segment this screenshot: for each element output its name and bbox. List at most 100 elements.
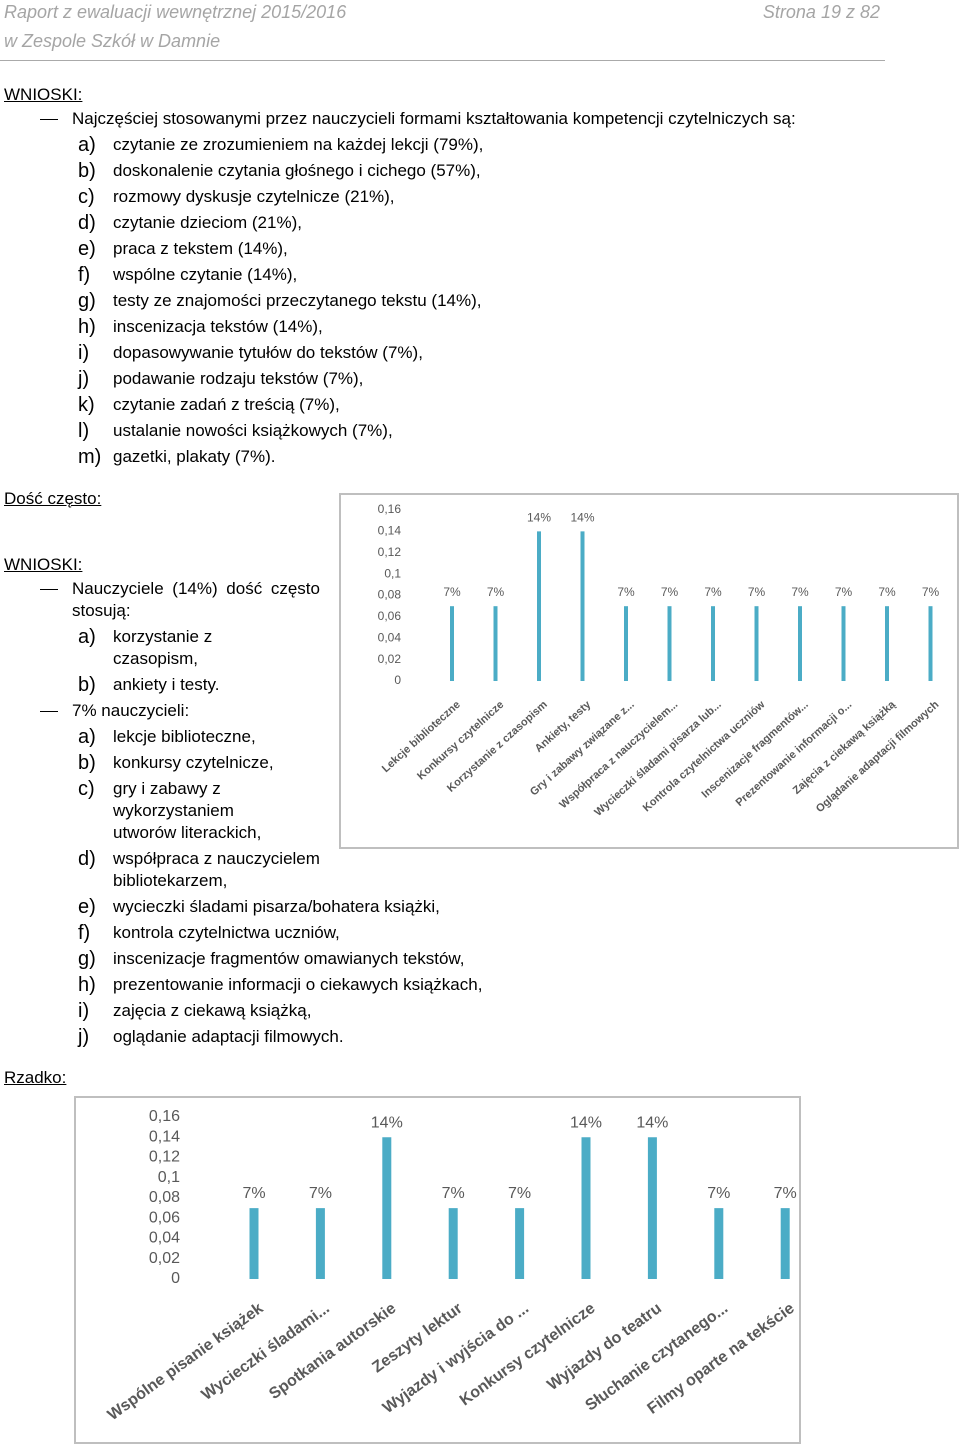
- x-tick-label: Wycieczki śladami...: [199, 1300, 333, 1404]
- y-tick-label: 0,04: [149, 1230, 180, 1247]
- list-marker: b): [78, 160, 96, 182]
- y-tick-label: 0,02: [378, 652, 402, 666]
- value-label: 7%: [707, 1185, 730, 1202]
- list-marker: g): [78, 290, 96, 312]
- list-marker: a): [78, 726, 96, 748]
- value-label: 7%: [242, 1185, 265, 1202]
- value-label: 7%: [661, 585, 679, 599]
- y-tick-label: 0,04: [378, 630, 402, 644]
- list-intro: 7% nauczycieli:: [40, 700, 472, 722]
- value-label: 7%: [835, 585, 853, 599]
- dash: [40, 711, 58, 712]
- list-item: f) kontrola czytelnictwa uczniów,: [78, 922, 960, 944]
- list-text: inscenizacje fragmentów omawianych tekst…: [113, 949, 465, 968]
- header-subtitle: w Zespole Szkół w Damnie: [4, 31, 221, 51]
- bar: [382, 1137, 392, 1279]
- list-item: m) gazetki, plakaty (7%).: [78, 446, 960, 468]
- list: Najczęściej stosowanymi przez nauczyciel…: [0, 104, 960, 468]
- value-label: 7%: [791, 585, 809, 599]
- bar: [798, 606, 802, 681]
- bar: [667, 606, 672, 681]
- list-text: rozmowy dyskusje czytelnicze (21%),: [113, 187, 395, 206]
- bar: [624, 606, 628, 681]
- bar: [928, 606, 933, 681]
- list-marker: b): [78, 674, 96, 696]
- y-tick-label: 0,14: [378, 524, 402, 538]
- value-label: 14%: [570, 510, 594, 524]
- list-item: d) czytanie dzieciom (21%),: [78, 212, 960, 234]
- dash: [40, 589, 58, 590]
- list-item: b) konkursy czytelnicze,: [78, 752, 960, 774]
- list-item: e) wycieczki śladami pisarza/bohatera ksi…: [78, 896, 960, 918]
- value-label: 7%: [487, 585, 505, 599]
- list-marker: e): [78, 238, 96, 260]
- value-label: 7%: [508, 1185, 531, 1202]
- list-marker: h): [78, 316, 96, 338]
- list-marker: d): [78, 848, 96, 870]
- list-text: czytanie ze zrozumieniem na każdej lekcj…: [113, 135, 484, 154]
- list-marker: c): [78, 186, 95, 208]
- list-text: gazetki, plakaty (7%).: [113, 447, 276, 466]
- list-item: k) czytanie zadań z treścią (7%),: [78, 394, 960, 416]
- list-marker: l): [78, 420, 90, 442]
- list-item: f) wspólne czytanie (14%),: [78, 264, 960, 286]
- header-rule: [0, 60, 885, 61]
- list-text: zajęcia z ciekawą książką,: [113, 1001, 312, 1020]
- value-label: 7%: [748, 585, 766, 599]
- list-marker: f): [78, 922, 91, 944]
- list-item: c) gry i zabawy z wykorzystaniem utworów …: [78, 778, 283, 844]
- list-item: j) podawanie rodzaju tekstów (7%),: [78, 368, 960, 390]
- list-text: czytanie dzieciom (21%),: [113, 213, 302, 232]
- list-text: oglądanie adaptacji filmowych.: [113, 1027, 344, 1046]
- list-text: prezentowanie informacji o ciekawych ksi…: [113, 975, 483, 994]
- y-tick-label: 0,16: [378, 502, 402, 516]
- value-label: 7%: [922, 585, 940, 599]
- list-marker: c): [78, 778, 95, 800]
- y-tick-label: 0,08: [149, 1189, 180, 1206]
- list-marker: a): [78, 134, 96, 156]
- bar: [537, 531, 541, 681]
- value-label: 7%: [617, 585, 635, 599]
- bar: [515, 1208, 525, 1279]
- chart-border: [339, 493, 959, 849]
- chart: 00,020,040,060,080,10,120,140,167%Wspóln…: [74, 1096, 801, 1444]
- list-text: inscenizacja tekstów (14%),: [113, 317, 323, 336]
- list-item: g) testy ze znajomości przeczytanego teks…: [78, 290, 960, 312]
- list-text: dopasowywanie tytułów do tekstów (7%),: [113, 343, 423, 362]
- value-label: 14%: [527, 510, 551, 524]
- list-marker: i): [78, 342, 90, 364]
- list-text: lekcje biblioteczne,: [113, 727, 256, 746]
- list-marker: h): [78, 974, 96, 996]
- list-item: i) dopasowywanie tytułów do tekstów (7%),: [78, 342, 960, 364]
- header-title: Raport z ewaluacji wewnętrznej 2015/2016: [4, 2, 347, 22]
- heading: Dość często:: [4, 489, 102, 508]
- bar: [580, 531, 585, 681]
- list-marker: e): [78, 896, 96, 918]
- bar: [780, 1208, 790, 1279]
- value-label: 7%: [704, 585, 722, 599]
- y-tick-label: 0,12: [378, 545, 402, 559]
- list-item: b) doskonalenie czytania głośnego i ciche…: [78, 160, 960, 182]
- bar: [841, 606, 846, 681]
- heading: Rzadko:: [4, 1068, 67, 1087]
- bar: [885, 606, 889, 681]
- list-text: czytanie zadań z treścią (7%),: [113, 395, 340, 414]
- list-marker: g): [78, 948, 96, 970]
- y-tick-label: 0,16: [149, 1108, 180, 1125]
- bar: [754, 606, 759, 681]
- list-marker: a): [78, 626, 96, 648]
- value-label: 7%: [878, 585, 896, 599]
- list-item: d) współpraca z nauczycielem bibliotekarz…: [78, 848, 343, 892]
- chart-border: [74, 1096, 801, 1444]
- list-text: praca z tekstem (14%),: [113, 239, 288, 258]
- y-tick-label: 0,14: [149, 1128, 180, 1145]
- value-label: 7%: [309, 1185, 332, 1202]
- y-tick-label: 0: [171, 1270, 180, 1287]
- bar: [714, 1208, 724, 1279]
- value-label: 7%: [774, 1185, 797, 1202]
- chart: 00,020,040,060,080,10,120,140,167%Lekcje…: [339, 493, 959, 849]
- list-text: konkursy czytelnicze,: [113, 753, 274, 772]
- x-tick-label: Spotkania autorskie: [266, 1300, 399, 1403]
